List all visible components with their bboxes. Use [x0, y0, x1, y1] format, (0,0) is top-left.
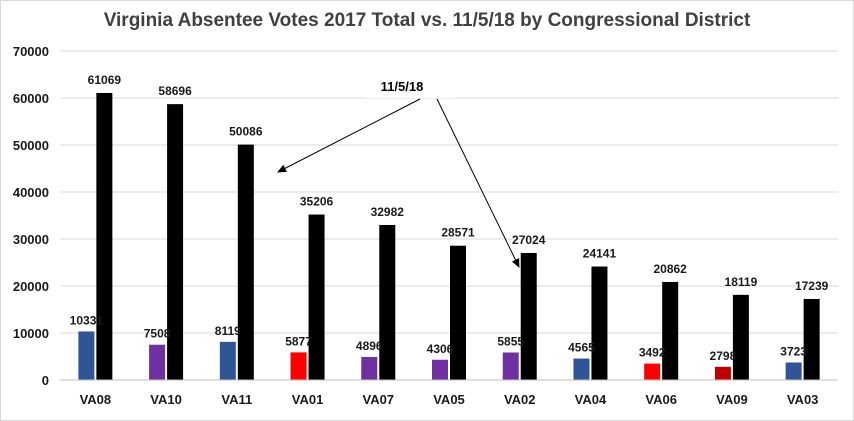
- data-label-2017: 4565: [568, 341, 595, 355]
- data-label-11-5-18: 20862: [653, 262, 687, 276]
- data-label-2017: 5855: [497, 334, 524, 348]
- data-label-11-5-18: 17239: [795, 279, 829, 293]
- annotation-text: 11/5/18: [381, 79, 424, 94]
- bar-11-5-18-va05: [450, 245, 466, 380]
- bar-2017-va04: [573, 358, 590, 380]
- bar-2017-va07: [361, 356, 378, 380]
- bar-2017-va01: [290, 352, 307, 380]
- data-label-2017: 4896: [356, 339, 383, 353]
- y-tick-label: 20000: [13, 279, 49, 294]
- y-tick-label: 40000: [13, 185, 49, 200]
- bar-2017-va06: [644, 363, 661, 380]
- x-tick-label: VA06: [645, 392, 677, 407]
- bar-2017-va05: [432, 359, 448, 380]
- data-label-11-5-18: 28571: [441, 226, 475, 240]
- y-tick-label: 70000: [13, 44, 49, 59]
- data-label-11-5-18: 58696: [158, 84, 192, 98]
- data-label-2017: 2798: [710, 349, 737, 363]
- bar-11-5-18-va04: [591, 266, 608, 380]
- x-tick-label: VA05: [433, 392, 465, 407]
- bar-11-5-18-va02: [520, 252, 537, 380]
- x-tick-label: VA09: [716, 392, 748, 407]
- y-tick-label: 0: [42, 373, 49, 388]
- bar-11-5-18-va07: [379, 224, 396, 380]
- bar-2017-va02: [502, 352, 519, 380]
- data-label-2017: 3723: [780, 345, 807, 359]
- x-tick-label: VA01: [292, 392, 324, 407]
- bar-11-5-18-va09: [732, 294, 749, 380]
- y-tick-label: 60000: [13, 91, 49, 106]
- bar-11-5-18-va11: [237, 144, 254, 380]
- x-tick-label: VA10: [150, 392, 182, 407]
- y-tick-label: 10000: [13, 326, 49, 341]
- x-tick-label: VA04: [575, 392, 607, 407]
- x-tick-label: VA11: [221, 392, 252, 407]
- annotation-arrow-right: [436, 98, 520, 268]
- data-label-2017: 10331: [70, 313, 104, 327]
- annotation-arrow-left: [277, 98, 421, 173]
- bar-11-5-18-va01: [308, 214, 325, 380]
- bars: [78, 92, 820, 381]
- x-tick-label: VA07: [362, 392, 394, 407]
- data-labels: 10331 61069 7508 58696 8119 50086 5877 35206 489…: [70, 73, 829, 363]
- data-label-2017: 8119: [215, 324, 241, 338]
- data-label-11-5-18: 27024: [512, 233, 546, 247]
- bar-2017-va08: [78, 331, 95, 380]
- bar-2017-va11: [219, 341, 236, 380]
- bar-11-5-18-va10: [167, 104, 184, 381]
- bar-2017-va10: [149, 344, 166, 380]
- data-label-2017: 7508: [144, 327, 171, 341]
- data-label-11-5-18: 35206: [300, 195, 334, 209]
- y-tick-label: 50000: [13, 138, 49, 153]
- data-label-2017: 5877: [285, 334, 312, 348]
- x-tick-label: VA02: [504, 392, 536, 407]
- data-label-2017: 3492: [639, 346, 666, 360]
- data-label-11-5-18: 32982: [371, 205, 405, 219]
- bar-2017-va09: [714, 366, 731, 380]
- bar-11-5-18-va06: [662, 281, 679, 380]
- chart-title: Virginia Absentee Votes 2017 Total vs. 1…: [104, 10, 751, 31]
- data-label-11-5-18: 18119: [725, 275, 758, 289]
- data-label-11-5-18: 61069: [88, 73, 122, 87]
- data-label-2017: 4306: [427, 342, 454, 356]
- data-label-11-5-18: 50086: [229, 125, 263, 139]
- x-tick-label: VA08: [80, 392, 112, 407]
- bar-11-5-18-va03: [803, 298, 820, 380]
- axes: 0 10000 20000 30000 40000 50000 60000 70000 VA08…: [13, 44, 838, 407]
- x-tick-label: VA03: [787, 392, 819, 407]
- annotation: 11/5/18: [277, 74, 520, 268]
- data-label-11-5-18: 24141: [583, 247, 617, 261]
- annotation-box: [365, 74, 455, 98]
- y-tick-label: 30000: [13, 232, 49, 247]
- bar-2017-va03: [785, 362, 802, 380]
- bar-11-5-18-va08: [96, 92, 113, 380]
